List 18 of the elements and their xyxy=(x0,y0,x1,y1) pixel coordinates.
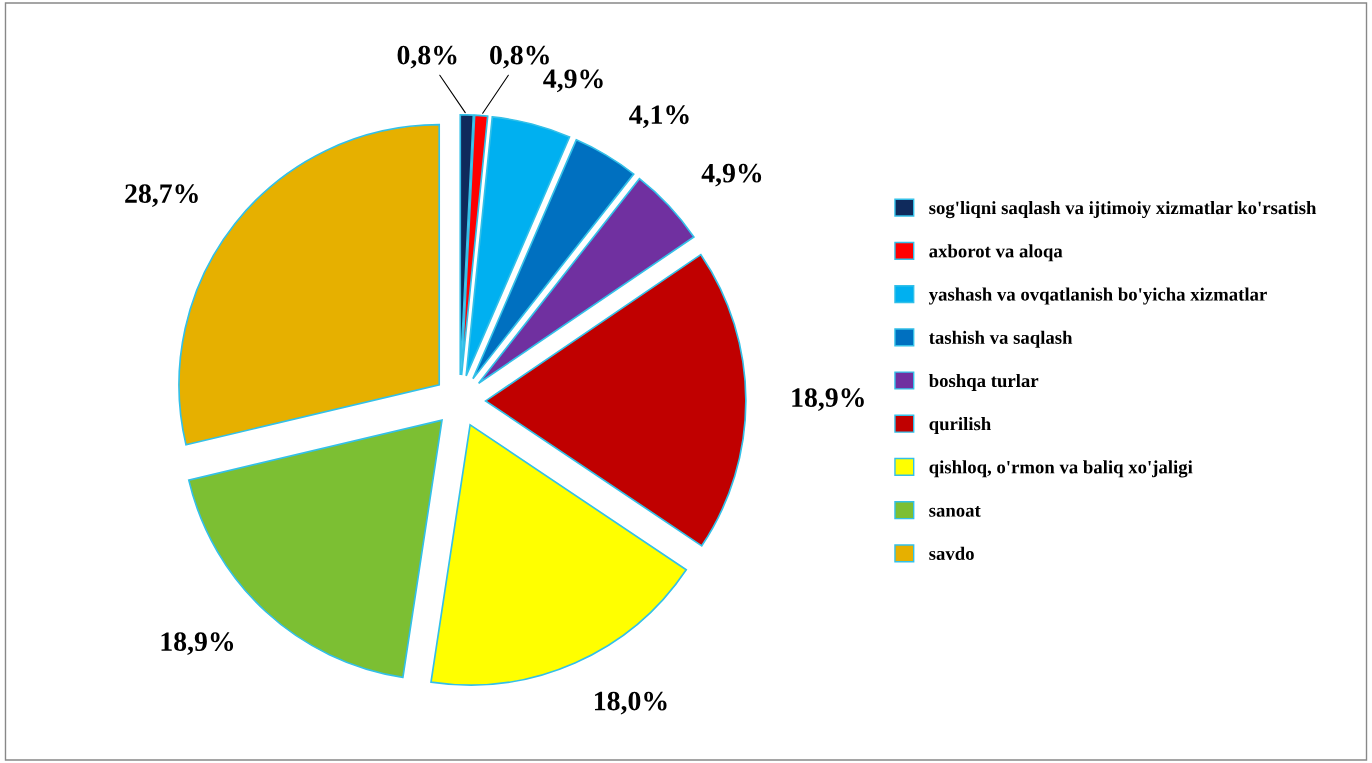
data-label: 0,8% xyxy=(397,45,457,69)
data-label: 28,7% xyxy=(125,184,198,207)
legend-label: sog'liqni saqlash va ijtimoiy xizmatlar ko'rsatish xyxy=(929,201,1317,219)
legend-label: savdo xyxy=(929,546,974,560)
data-label: 18,9% xyxy=(161,632,234,656)
legend-label: axborot va aloqa xyxy=(929,244,1063,262)
legend-label: sanoat xyxy=(929,506,981,517)
data-label: 18,0% xyxy=(594,691,667,715)
data-label: 4,9% xyxy=(543,69,603,93)
legend-label: qurilish xyxy=(929,417,991,435)
data-label: 18,9% xyxy=(792,388,864,411)
data-label: 0,8% xyxy=(490,45,549,69)
data-label: 4,9% xyxy=(701,163,762,187)
legend-label: tashish va saqlash xyxy=(929,330,1073,348)
legend-label: qishloq, o'rmon va baliq xo'jaligi xyxy=(929,460,1193,478)
legend-label: yashash va ovqatlanish bo'yicha xizmatlar xyxy=(928,287,1267,305)
legend-label: boshqa turlar xyxy=(928,373,1039,391)
data-label: 4,1% xyxy=(629,105,689,129)
